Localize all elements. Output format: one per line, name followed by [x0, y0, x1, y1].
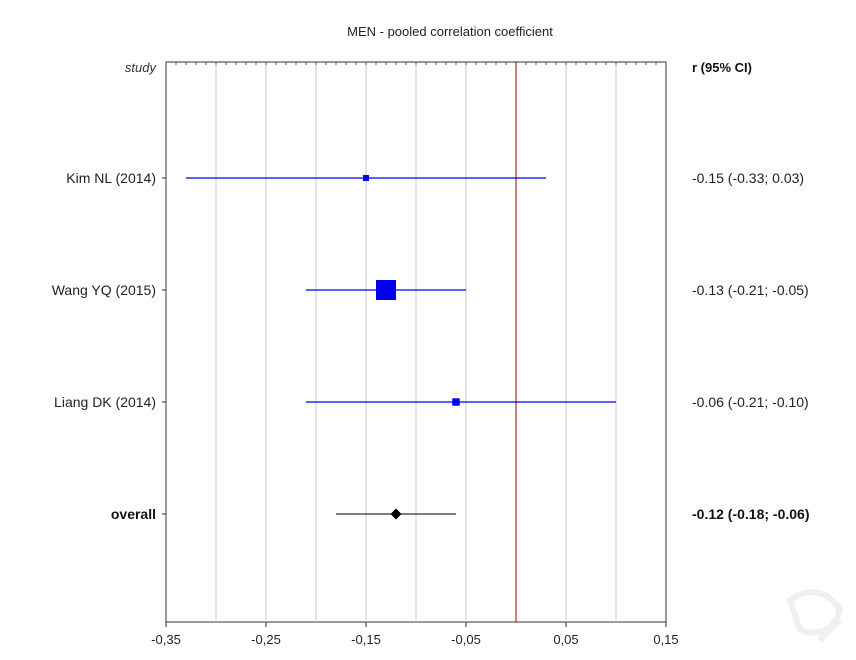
overall-diamond [390, 508, 402, 520]
study-row: Wang YQ (2015) -0.13 (-0.21; -0.05) [52, 280, 809, 300]
ci-column-header: r (95% CI) [692, 60, 752, 75]
study-rows: Kim NL (2014) -0.15 (-0.33; 0.03) Wang YQ … [52, 170, 810, 522]
x-axis: -0,35 -0,25 -0,15 -0,05 0,05 0,15 [151, 62, 679, 647]
study-name: Kim NL (2014) [66, 170, 156, 186]
ci-value: -0.06 (-0.21; -0.10) [692, 394, 809, 410]
x-tick-label: -0,25 [251, 632, 281, 647]
point-estimate-square [376, 280, 396, 300]
ci-value: -0.15 (-0.33; 0.03) [692, 170, 804, 186]
overall-label: overall [111, 506, 156, 522]
chart-title: MEN - pooled correlation coefficient [347, 24, 553, 39]
x-tick-label: -0,05 [451, 632, 481, 647]
point-estimate-square [363, 175, 369, 181]
x-tick-label: 0,05 [553, 632, 578, 647]
ci-value: -0.13 (-0.21; -0.05) [692, 282, 809, 298]
study-name: Wang YQ (2015) [52, 282, 156, 298]
study-column-header: study [125, 60, 158, 75]
overall-ci-value: -0.12 (-0.18; -0.06) [692, 506, 810, 522]
overall-row: overall -0.12 (-0.18; -0.06) [111, 506, 810, 522]
study-row: Liang DK (2014) -0.06 (-0.21; -0.10) [54, 394, 809, 410]
grid-lines [215, 62, 617, 622]
study-name: Liang DK (2014) [54, 394, 156, 410]
study-row: Kim NL (2014) -0.15 (-0.33; 0.03) [66, 170, 804, 186]
watermark-logo [786, 589, 844, 643]
x-tick-label: -0,15 [351, 632, 381, 647]
point-estimate-square [452, 398, 460, 406]
x-tick-label: -0,35 [151, 632, 181, 647]
x-tick-label: 0,15 [653, 632, 678, 647]
